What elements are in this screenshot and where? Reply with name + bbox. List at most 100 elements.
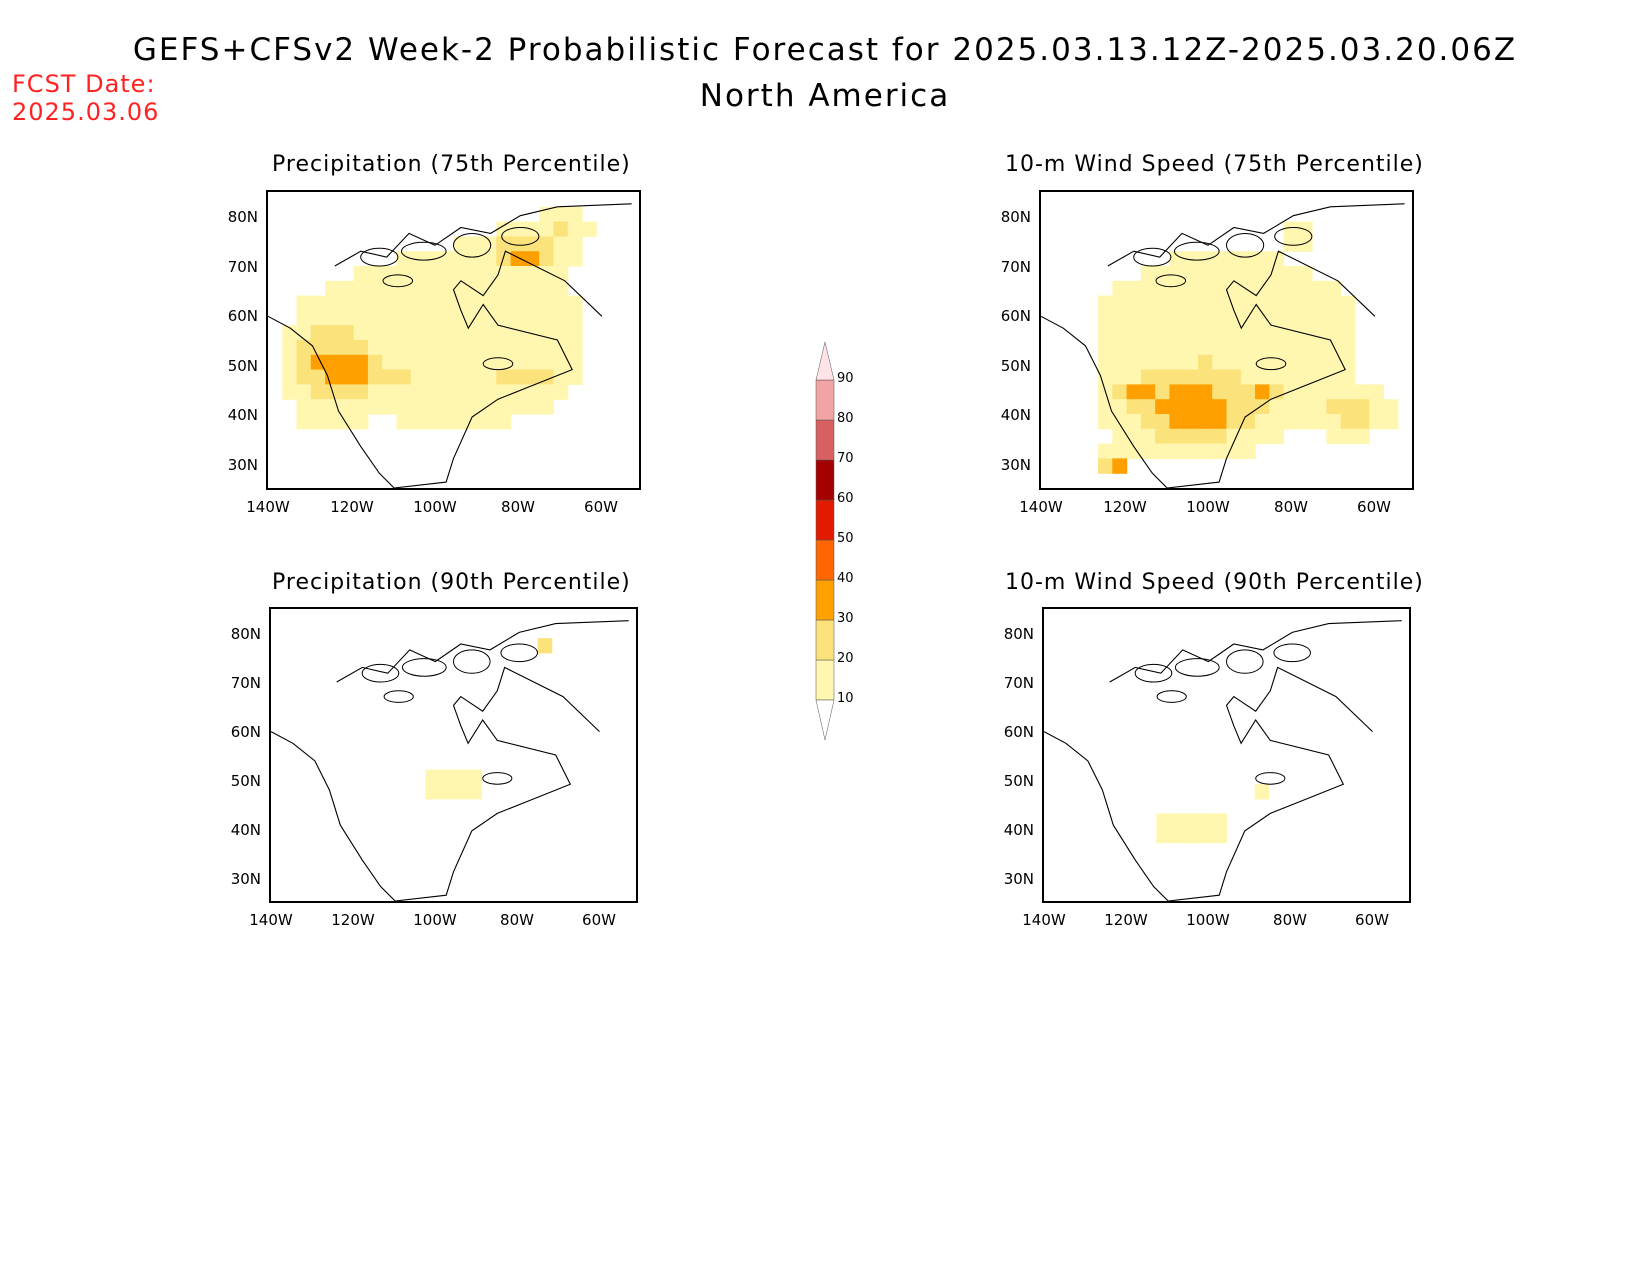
probability-cell [310,399,326,415]
probability-cell [1126,369,1142,385]
probability-cell [1326,310,1342,326]
probability-cell [325,325,340,341]
probability-cell [1340,384,1356,400]
colorbar-label: 90 [837,371,854,386]
probability-cell [1183,251,1199,267]
probability-cell [410,310,426,326]
probability-cell [1140,354,1156,371]
probability-cell [439,310,455,326]
probability-cell [467,236,483,252]
probability-cell [1283,325,1299,341]
probability-cell [1226,443,1242,459]
probability-cell [1169,354,1185,371]
probability-cell [353,266,369,282]
lat-label: 50N [1003,772,1034,790]
lon-label: 60W [1355,911,1389,929]
probability-cell [353,325,369,341]
probability-cell [1140,310,1156,326]
probability-cell [1297,280,1313,297]
probability-cell [339,369,355,385]
probability-cell [296,340,312,356]
probability-cell [553,354,569,371]
island-outline [1174,241,1220,261]
probability-cell [553,280,569,297]
probability-cell [1140,443,1156,459]
probability-cell [524,266,540,282]
colorbar-block [815,539,835,581]
probability-cell [1269,414,1285,430]
probability-cell [1326,280,1342,297]
probability-cell [1112,428,1128,445]
probability-cell [367,325,383,341]
lon-label: 80W [501,498,535,516]
probability-cell [1155,295,1171,311]
probability-cell [282,369,298,385]
island-outline [500,643,538,663]
probability-cell [1198,399,1213,415]
arctic-coastline [1109,620,1402,683]
probability-cell [1240,354,1256,371]
probability-cell [482,414,497,430]
island-outline [482,357,514,371]
lon-label: 140W [249,911,293,929]
probability-cell [396,340,412,356]
probability-cell [567,310,583,326]
probability-cell [1269,340,1285,356]
probability-cell [1198,310,1213,326]
probability-cell [425,251,440,267]
probability-cell [553,325,569,341]
probability-cell [439,784,455,800]
probability-cell [1312,340,1327,356]
probability-cell [1169,384,1185,400]
probability-cell [1212,266,1228,282]
probability-cell [510,310,526,326]
colorbar-block [815,459,835,501]
probability-cell [1297,266,1313,282]
probability-cell [482,384,497,400]
probability-cell [553,236,569,252]
probability-cell [1226,354,1242,371]
probability-cell [1297,295,1313,311]
probability-cell [353,310,369,326]
island-outline [361,663,400,683]
probability-cell [1198,325,1213,341]
probability-cell [382,325,398,341]
probability-cell [339,384,355,400]
lat-label: 50N [227,357,258,375]
probability-cell [524,340,540,356]
probability-cell [1369,384,1385,400]
probability-cell [539,236,554,252]
island-outline [382,274,414,288]
island-outline [482,772,513,785]
lat-label: 80N [227,208,258,226]
island-outline [360,247,399,267]
probability-cell [539,354,554,371]
probability-cell [1169,369,1185,385]
probability-cell [1140,414,1156,430]
probability-cell [1169,443,1185,459]
lon-label: 120W [330,498,374,516]
probability-cell [439,251,455,267]
probability-cell [396,399,412,415]
probability-cell [367,399,383,415]
probability-cell [1255,251,1270,267]
island-outline [453,649,491,674]
probability-cell [539,310,554,326]
probability-cell [1226,310,1242,326]
probability-cell [1140,325,1156,341]
probability-cell [425,325,440,341]
probability-cell [467,340,483,356]
colorbar-bottom-triangle [815,699,835,741]
probability-cell [1112,399,1128,415]
probability-cell [1112,295,1128,311]
probability-cell [1126,325,1142,341]
island-outline [401,241,447,261]
probability-cell [1155,325,1171,341]
probability-cell [1112,310,1128,326]
lat-label: 60N [1003,723,1034,741]
probability-cell [425,369,440,385]
colorbar-block [815,499,835,541]
probability-cell [567,369,583,385]
probability-cell [1112,369,1128,385]
probability-cell [1383,414,1399,430]
